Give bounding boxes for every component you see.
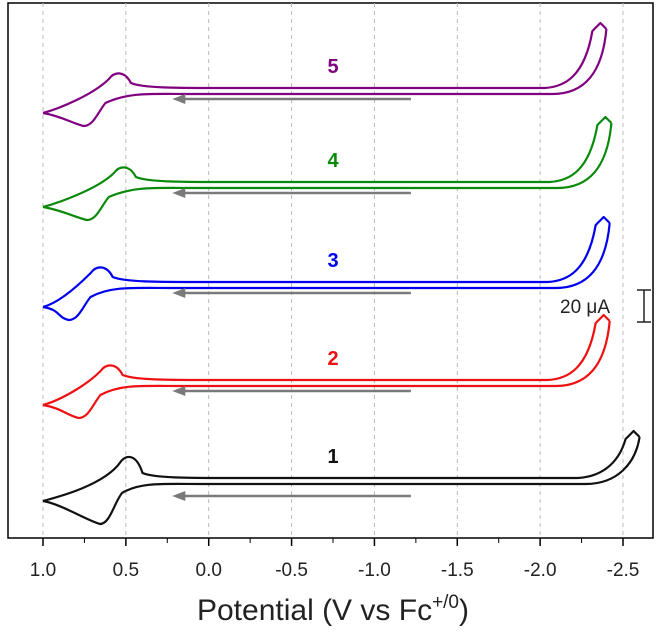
vertical-grid (42, 3, 624, 538)
x-tick-label: -1.5 (441, 560, 474, 581)
scan-direction-arrows (172, 94, 411, 501)
trace-4-forward (42, 115, 613, 209)
scan-arrow-2-head (172, 386, 186, 396)
x-tick-label: -1.0 (358, 560, 391, 581)
x-tick-label: -0.5 (275, 560, 308, 581)
trace-label-2: 2 (327, 348, 338, 370)
x-tick-label: 1.0 (30, 560, 56, 581)
scale-bar: 20 μA (560, 289, 651, 323)
trace-5-return (42, 28, 608, 128)
trace-labels: 5 4 3 2 1 (327, 56, 339, 468)
trace-4-return (42, 122, 613, 222)
trace-2-return (42, 320, 611, 420)
x-tick-label: -2.5 (607, 560, 640, 581)
trace-5-forward (42, 21, 608, 115)
trace-1-forward (42, 429, 641, 503)
cv-traces (42, 21, 641, 526)
trace-label-5: 5 (327, 56, 338, 78)
x-axis-title-main: Potential (V vs Fc (197, 594, 432, 627)
scale-bar-label: 20 μA (560, 297, 610, 318)
x-axis-title-sup: +/0 (432, 592, 459, 613)
scan-arrow-3-head (172, 288, 186, 298)
trace-label-1: 1 (327, 446, 338, 468)
x-tick-label: -2.0 (524, 560, 557, 581)
plot-frame (7, 2, 654, 539)
scan-arrow-1-head (172, 491, 186, 501)
trace-label-4: 4 (327, 150, 339, 172)
x-axis-title-close: ) (459, 594, 469, 627)
scan-arrow-4-head (172, 188, 186, 198)
trace-3-forward (42, 215, 611, 309)
scan-arrow-5-head (172, 94, 186, 104)
x-tick-label: 0.5 (113, 560, 139, 581)
trace-1-return (42, 436, 641, 526)
x-axis-title: Potential (V vs Fc+/0) (197, 592, 469, 627)
trace-label-3: 3 (327, 250, 338, 272)
trace-3-return (42, 222, 611, 322)
x-axis-ticks: 1.0 0.5 0.0 -0.5 -1.0 -1.5 -2.0 -2.5 (30, 538, 640, 581)
x-tick-label: 0.0 (196, 560, 222, 581)
trace-2-forward (42, 313, 611, 407)
